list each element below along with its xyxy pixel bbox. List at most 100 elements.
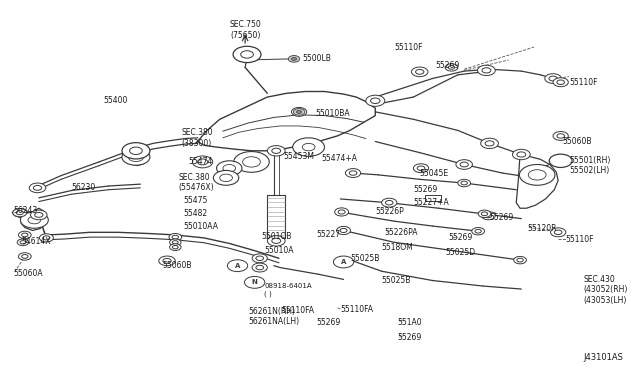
Circle shape: [472, 228, 484, 235]
Circle shape: [346, 169, 361, 177]
Circle shape: [252, 263, 268, 272]
Circle shape: [234, 151, 269, 172]
Text: SEC.750
(75650): SEC.750 (75650): [229, 20, 261, 39]
Circle shape: [349, 171, 357, 175]
Circle shape: [302, 143, 315, 151]
Text: 55010AA: 55010AA: [184, 222, 218, 231]
Text: 5518OM: 5518OM: [381, 243, 413, 251]
Circle shape: [481, 212, 488, 216]
Text: 55010A: 55010A: [264, 246, 294, 255]
Text: 55025B: 55025B: [381, 276, 411, 285]
Text: SEC.380
(38300): SEC.380 (38300): [182, 128, 213, 148]
Circle shape: [340, 228, 347, 232]
Circle shape: [272, 238, 281, 243]
Circle shape: [458, 179, 470, 187]
Circle shape: [477, 65, 495, 76]
Circle shape: [381, 198, 397, 207]
Circle shape: [172, 246, 178, 249]
Circle shape: [338, 210, 345, 214]
Circle shape: [333, 256, 354, 268]
Text: 55110FA: 55110FA: [340, 305, 373, 314]
Circle shape: [20, 212, 48, 228]
Circle shape: [227, 260, 248, 272]
Circle shape: [417, 166, 425, 170]
Text: 55474+A: 55474+A: [321, 154, 357, 163]
Text: 55110F: 55110F: [566, 235, 595, 244]
Circle shape: [475, 230, 481, 233]
Circle shape: [170, 239, 181, 246]
Circle shape: [337, 227, 351, 235]
Circle shape: [485, 141, 494, 146]
Text: 55269: 55269: [448, 233, 472, 243]
Text: 55269: 55269: [436, 61, 460, 70]
Text: 56261N(RH)
56261NA(LH): 56261N(RH) 56261NA(LH): [248, 307, 300, 326]
Circle shape: [256, 265, 264, 270]
Circle shape: [243, 157, 260, 167]
Circle shape: [241, 51, 253, 58]
Text: 55482: 55482: [184, 209, 207, 218]
Circle shape: [514, 256, 526, 264]
Circle shape: [244, 276, 265, 288]
Text: 55010BA: 55010BA: [315, 109, 349, 118]
Text: 55110FA: 55110FA: [282, 306, 314, 315]
Circle shape: [22, 233, 28, 237]
Circle shape: [268, 235, 285, 246]
Circle shape: [456, 160, 472, 169]
Text: 55025B: 55025B: [350, 254, 380, 263]
Text: 54614X: 54614X: [21, 237, 51, 246]
Circle shape: [292, 138, 324, 156]
Circle shape: [448, 65, 454, 69]
Circle shape: [252, 254, 268, 263]
Circle shape: [291, 57, 296, 60]
Text: 55060B: 55060B: [563, 137, 592, 146]
Text: 55453M: 55453M: [284, 152, 314, 161]
Text: 55110F: 55110F: [394, 42, 423, 51]
Circle shape: [223, 164, 236, 172]
Circle shape: [545, 74, 561, 83]
Circle shape: [478, 210, 491, 218]
Circle shape: [256, 256, 264, 260]
Circle shape: [169, 234, 182, 241]
Text: 55227: 55227: [316, 230, 340, 239]
Circle shape: [371, 98, 380, 103]
Circle shape: [415, 70, 424, 74]
Circle shape: [193, 156, 212, 168]
Circle shape: [413, 164, 429, 173]
Text: SEC.430
(43052(RH)
(43053(LH): SEC.430 (43052(RH) (43053(LH): [584, 275, 628, 305]
Text: 55269: 55269: [397, 333, 422, 343]
Circle shape: [549, 76, 557, 81]
Text: 08918-6401A
( ): 08918-6401A ( ): [264, 283, 312, 296]
Text: 55025D: 55025D: [445, 248, 476, 257]
Circle shape: [482, 68, 491, 73]
Circle shape: [17, 239, 29, 246]
FancyBboxPatch shape: [426, 195, 441, 201]
Text: 56243: 56243: [13, 206, 38, 215]
Text: N: N: [252, 279, 257, 285]
Circle shape: [172, 241, 178, 244]
Circle shape: [35, 212, 43, 217]
Text: 55226PA: 55226PA: [385, 228, 419, 237]
Circle shape: [122, 142, 150, 159]
Circle shape: [553, 132, 568, 140]
Circle shape: [170, 244, 181, 250]
Text: J43101AS: J43101AS: [583, 353, 623, 362]
Circle shape: [461, 181, 467, 185]
Circle shape: [550, 228, 566, 237]
Text: 55269: 55269: [413, 185, 438, 194]
Text: 55060B: 55060B: [163, 261, 192, 270]
Text: 55269: 55269: [490, 213, 514, 222]
Circle shape: [213, 170, 239, 185]
Circle shape: [20, 241, 26, 244]
Circle shape: [481, 212, 495, 220]
Circle shape: [29, 183, 46, 193]
Text: 55269: 55269: [316, 318, 340, 327]
Circle shape: [513, 149, 530, 160]
Circle shape: [16, 211, 23, 215]
Circle shape: [272, 148, 281, 153]
Circle shape: [13, 209, 27, 217]
Circle shape: [128, 153, 143, 161]
Circle shape: [233, 46, 261, 62]
Text: 551A0: 551A0: [397, 318, 422, 327]
Text: 5501OB: 5501OB: [261, 231, 291, 241]
Text: A: A: [235, 263, 240, 269]
